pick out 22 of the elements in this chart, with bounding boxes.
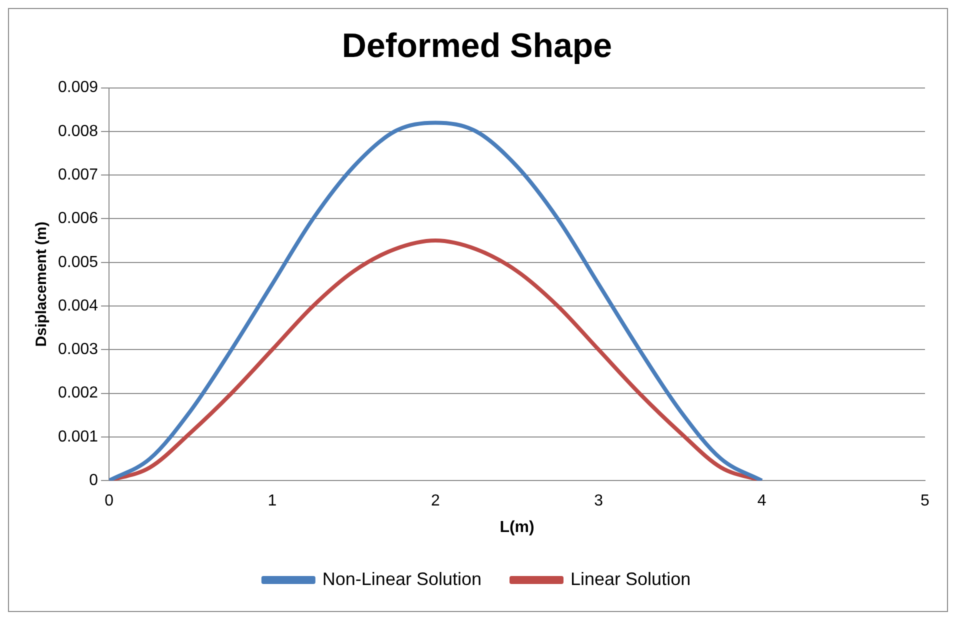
- y-tick-label: 0.006: [58, 210, 98, 228]
- y-tick-label: 0.003: [58, 341, 98, 358]
- x-tick-label: 3: [594, 492, 604, 510]
- y-tick-label: 0.009: [58, 79, 98, 96]
- y-tick-label: 0.007: [58, 166, 98, 184]
- x-tick-label: 0: [104, 492, 114, 510]
- chart-title: Deformed Shape: [342, 26, 612, 65]
- x-axis-title: L(m): [500, 518, 534, 536]
- y-tick-label: 0: [89, 472, 98, 490]
- x-tick-label: 1: [268, 492, 277, 510]
- y-tick-label: 0.004: [58, 297, 98, 314]
- y-tick-label: 0.008: [58, 122, 98, 140]
- legend-label: Linear Solution: [570, 568, 691, 589]
- legend-label: Non-Linear Solution: [322, 568, 482, 589]
- line-series: [109, 120, 764, 481]
- y-tick-label: 0.001: [58, 428, 98, 446]
- x-tick-label: 5: [920, 492, 930, 510]
- x-tick-label: 2: [430, 492, 440, 510]
- y-tick-label: 0.005: [58, 254, 98, 271]
- y-tick-label: 0.002: [58, 384, 98, 402]
- y-axis-title: Dsiplacement (m): [33, 222, 50, 347]
- x-tick-label: 4: [757, 492, 766, 510]
